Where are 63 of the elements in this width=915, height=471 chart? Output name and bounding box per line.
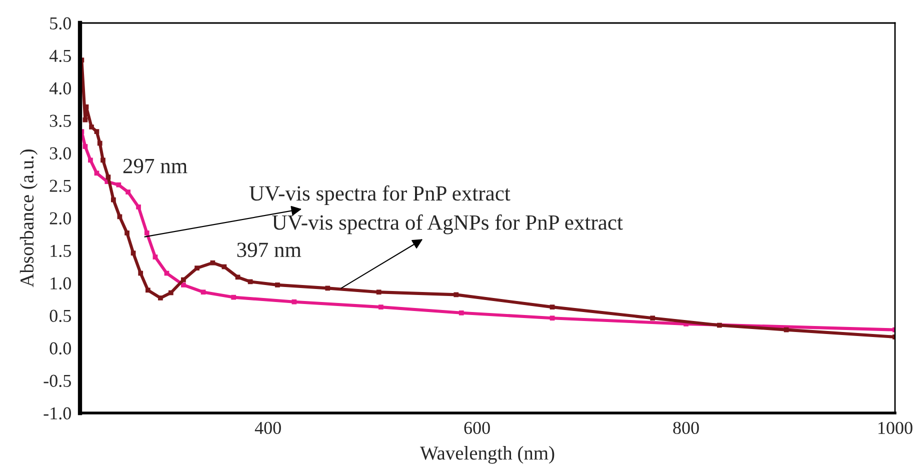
y-tick-label: -1.0	[44, 407, 71, 420]
y-tick-label: 4.5	[49, 50, 71, 62]
annotation: 297 nm	[123, 158, 188, 174]
annotation: UV-vis spectra of AgNPs for PnP extract	[272, 214, 623, 234]
point	[82, 144, 88, 149]
annotation: 397 nm	[237, 242, 302, 258]
point	[550, 304, 555, 310]
y-tick-label: 2.0	[50, 212, 71, 225]
y-tick-label: 1.0	[50, 277, 71, 290]
point	[235, 274, 240, 280]
point	[97, 140, 102, 146]
point	[231, 294, 236, 300]
point	[130, 250, 136, 256]
x-axis-title: Wavelength (nm)	[420, 446, 554, 464]
point	[136, 204, 141, 210]
point	[376, 290, 382, 295]
point	[378, 304, 384, 310]
point	[168, 290, 174, 296]
y-tick-label: 4.0	[49, 82, 71, 95]
x-tick-label: 800	[673, 422, 699, 434]
y-axis-title: Absorbance (a.u.)	[20, 149, 38, 288]
y-tick-label: 0.5	[50, 310, 71, 322]
point	[116, 182, 122, 188]
y-tick-label: -0.5	[44, 374, 71, 388]
point	[152, 254, 158, 260]
point	[550, 316, 555, 321]
point	[82, 117, 88, 122]
point	[138, 270, 144, 276]
x-tick-label: 400	[254, 422, 281, 434]
x-tick-label: 600	[464, 422, 490, 434]
x-tick-label: 1000	[878, 422, 912, 434]
y-tick-label: 0.0	[50, 342, 71, 355]
point	[88, 158, 93, 163]
point	[106, 174, 111, 180]
point	[292, 299, 297, 304]
y-tick-label: 5.0	[50, 17, 71, 30]
point	[181, 282, 186, 288]
point	[124, 230, 130, 236]
point	[94, 170, 100, 176]
point	[94, 129, 100, 134]
point	[200, 290, 206, 295]
point	[458, 310, 464, 316]
point	[194, 266, 200, 270]
y-tick-label: 1.5	[50, 244, 71, 258]
point	[717, 322, 722, 328]
point	[325, 286, 330, 291]
point	[144, 230, 150, 236]
point	[454, 292, 459, 298]
point	[100, 158, 106, 163]
point	[126, 190, 130, 194]
point	[784, 327, 789, 332]
point	[158, 296, 163, 300]
point	[181, 277, 186, 282]
point	[145, 288, 150, 293]
point	[650, 316, 656, 321]
point	[111, 197, 116, 202]
point	[275, 282, 280, 288]
y-tick-label: 2.5	[50, 180, 71, 192]
y-tick-label: 3.0	[50, 147, 71, 160]
point	[210, 260, 216, 266]
point	[89, 124, 94, 130]
y-tick-label: 3.5	[50, 114, 71, 128]
annotation: UV-vis spectra for PnP extract	[249, 185, 510, 206]
